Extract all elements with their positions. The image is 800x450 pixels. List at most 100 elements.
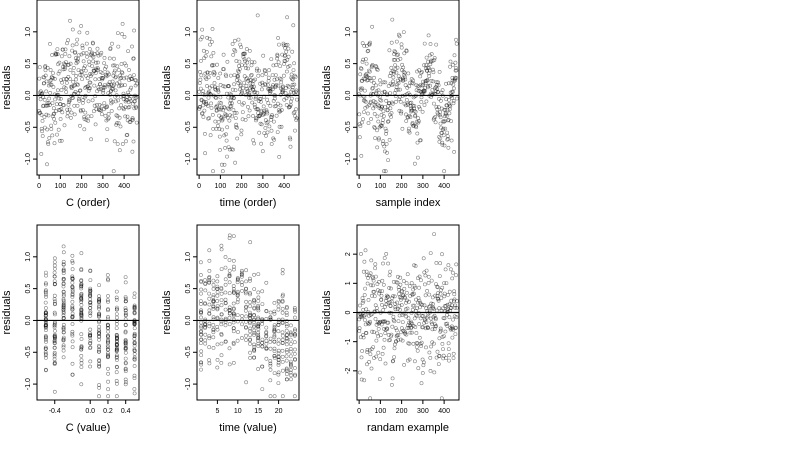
data-point	[389, 40, 394, 45]
data-point	[198, 37, 203, 42]
data-point	[248, 337, 253, 342]
data-point	[58, 96, 63, 101]
data-point	[424, 55, 429, 60]
data-point	[123, 367, 128, 372]
data-point	[439, 296, 444, 301]
data-point	[280, 359, 285, 364]
data-point	[271, 63, 276, 68]
data-point	[363, 99, 368, 104]
data-point	[199, 287, 204, 292]
data-point	[284, 354, 289, 359]
data-point	[362, 259, 367, 264]
data-point	[43, 345, 48, 350]
data-point	[293, 128, 297, 133]
data-point	[264, 108, 269, 113]
data-point	[70, 339, 75, 344]
data-point	[70, 293, 75, 298]
data-point	[428, 42, 433, 46]
data-point	[264, 72, 269, 76]
data-point	[275, 101, 280, 106]
data-point	[363, 286, 368, 291]
data-point	[52, 389, 57, 394]
data-point	[52, 361, 57, 366]
data-point	[280, 306, 285, 311]
data-point	[378, 333, 383, 338]
data-point	[413, 109, 418, 114]
data-point	[359, 377, 364, 382]
data-point	[38, 97, 43, 102]
data-point	[440, 88, 445, 93]
data-point	[427, 304, 431, 309]
data-point	[113, 99, 118, 104]
data-point	[437, 306, 442, 311]
data-point	[56, 88, 60, 93]
data-point	[280, 310, 285, 315]
data-point	[209, 106, 214, 110]
data-point	[407, 84, 412, 89]
data-point	[256, 324, 261, 329]
data-point	[431, 306, 436, 311]
data-point	[123, 323, 128, 328]
data-point	[215, 274, 220, 279]
data-point	[227, 315, 232, 320]
data-point	[439, 90, 444, 95]
data-point	[118, 76, 123, 81]
data-point	[276, 83, 281, 88]
data-point	[252, 349, 257, 353]
data-point	[450, 324, 454, 329]
data-point	[367, 42, 372, 47]
data-point	[360, 60, 365, 64]
data-point	[96, 85, 101, 90]
data-point	[370, 86, 375, 90]
data-point	[244, 66, 248, 71]
data-point	[207, 280, 212, 285]
data-point	[70, 305, 75, 310]
data-point	[61, 326, 66, 331]
data-point	[81, 98, 86, 102]
data-point	[78, 88, 83, 93]
data-point	[274, 63, 279, 67]
data-point	[42, 115, 47, 119]
data-point	[199, 349, 204, 354]
data-point	[88, 86, 92, 91]
data-point	[132, 334, 137, 339]
data-point	[86, 99, 91, 104]
data-point	[424, 63, 429, 68]
data-point	[78, 73, 83, 77]
y-tick-label: -1.0	[25, 153, 32, 165]
points-group	[197, 13, 299, 174]
data-point	[252, 300, 257, 305]
data-point	[227, 233, 232, 238]
data-point	[238, 83, 243, 88]
y-tick-label: -1	[345, 338, 352, 344]
data-point	[397, 313, 402, 318]
data-point	[294, 107, 298, 112]
data-point	[132, 373, 137, 378]
data-point	[70, 48, 75, 53]
data-point	[79, 298, 84, 303]
data-point	[439, 288, 444, 292]
data-point	[234, 122, 239, 127]
data-point	[79, 312, 84, 317]
data-point	[219, 360, 224, 365]
data-point	[79, 361, 84, 366]
data-point	[124, 139, 128, 144]
data-point	[433, 317, 438, 322]
data-point	[253, 77, 258, 82]
data-point	[414, 345, 419, 349]
data-point	[53, 120, 58, 125]
data-point	[437, 336, 442, 341]
data-point	[200, 35, 205, 39]
data-point	[412, 359, 417, 364]
data-point	[435, 349, 440, 354]
data-point	[432, 370, 437, 375]
data-point	[252, 344, 257, 349]
data-point	[398, 275, 403, 280]
data-point	[435, 296, 440, 301]
data-point	[132, 304, 137, 309]
data-point	[402, 296, 407, 301]
data-point	[284, 358, 289, 363]
data-point	[289, 333, 293, 337]
data-point	[417, 106, 422, 111]
data-point	[51, 71, 55, 76]
